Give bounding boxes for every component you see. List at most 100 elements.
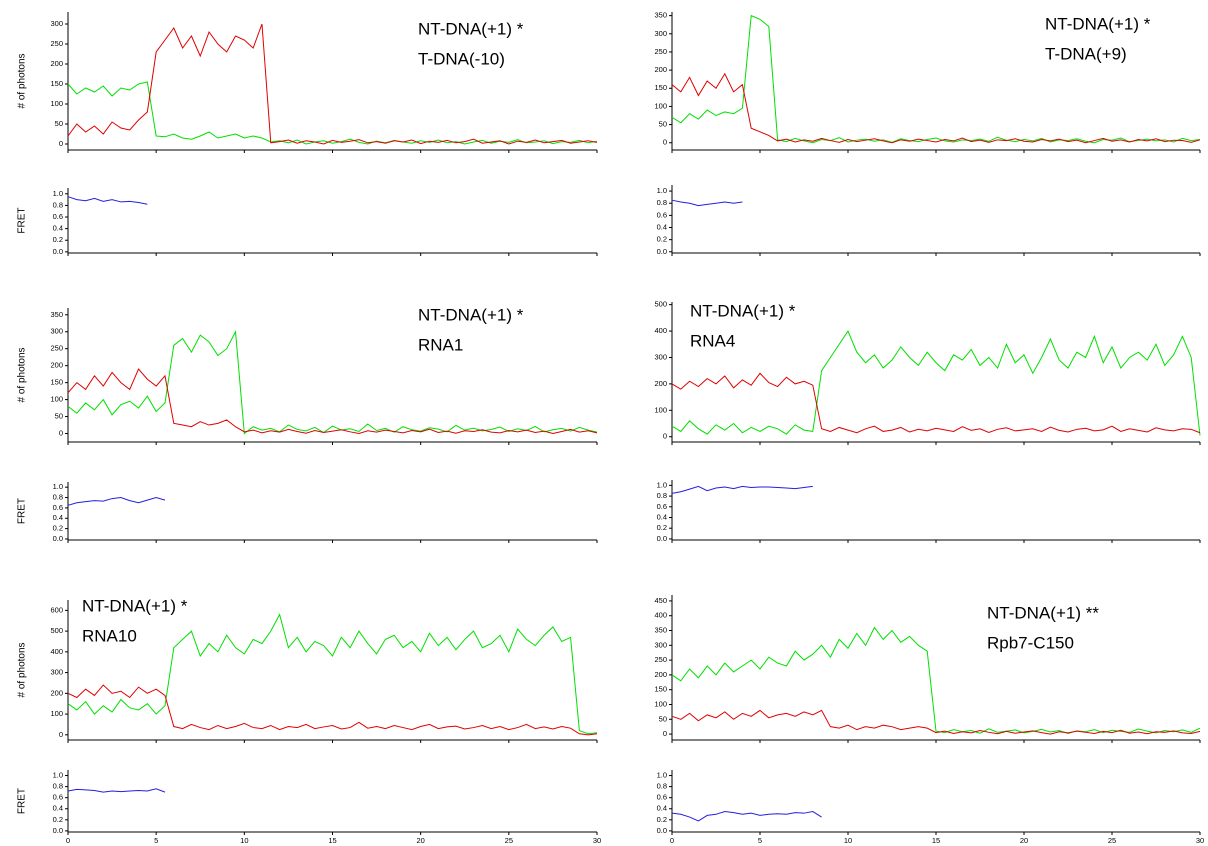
y-tick-label: 300 [654,29,667,38]
y-tick-label: 0.4 [657,222,667,231]
y-tick-label: 300 [50,19,63,28]
x-tick-label: 5 [758,836,762,845]
y-tick-label: 50 [55,412,63,421]
annotation: RNA10 [82,626,137,645]
y-tick-label: 0 [59,139,63,148]
y-tick-label: 500 [50,626,63,635]
x-tick-label: 0 [66,836,70,845]
y-tick-label: 300 [50,327,63,336]
trace [67,329,598,435]
y-tick-label: 0 [663,138,667,147]
y-tick-label: 0.8 [53,782,63,791]
y-tick-label: 150 [654,83,667,92]
y-tick-label: 350 [50,310,63,319]
y-tick-label: 300 [654,352,667,361]
x-tick-label: 30 [1196,836,1204,845]
y-tick-label: 1.0 [657,480,667,489]
y-axis-label: # of photons [17,642,28,697]
y-tick-label: 100 [654,699,667,708]
y-tick-label: 200 [50,59,63,68]
y-tick-label: 0.2 [53,815,63,824]
y-tick-label: 200 [654,670,667,679]
y-tick-label: 150 [50,79,63,88]
y-tick-label: 250 [50,39,63,48]
x-tick-label: 10 [844,836,852,845]
trace [67,196,148,205]
y-tick-label: 0.8 [657,491,667,500]
trace [67,81,598,145]
y-tick-label: 0.4 [657,512,667,521]
annotation: RNA1 [418,335,463,354]
trace [67,788,166,793]
y-tick-label: 200 [654,65,667,74]
trace [67,368,598,435]
y-tick-label: 0.2 [53,235,63,244]
y-axis-label: # of photons [17,347,28,402]
x-tick-label: 10 [240,836,248,845]
y-axis-label: # of photons [17,53,28,108]
x-tick-label: 30 [593,836,601,845]
y-tick-label: 300 [654,640,667,649]
y-tick-label: 0.4 [53,224,63,233]
y-tick-label: 600 [50,605,63,614]
y-tick-label: 350 [654,625,667,634]
y-tick-label: 0.0 [53,247,63,256]
trace [671,810,822,822]
y-tick-label: 300 [50,668,63,677]
y-tick-label: 0.0 [53,826,63,835]
annotation: T-DNA(+9) [1045,44,1127,63]
y-tick-label: 50 [55,119,63,128]
y-tick-label: 1.0 [53,189,63,198]
y-tick-label: 150 [50,378,63,387]
y-tick-label: 0 [663,432,667,441]
annotation: NT-DNA(+1) * [82,596,188,615]
trace [671,14,1201,144]
y-axis-label: FRET [17,788,28,814]
annotation: NT-DNA(+1) * [1045,14,1151,33]
y-tick-label: 400 [654,611,667,620]
y-tick-label: 0 [663,729,667,738]
y-tick-label: 250 [654,47,667,56]
y-tick-label: 450 [654,596,667,605]
y-tick-label: 0.4 [53,804,63,813]
y-tick-label: 50 [659,714,667,723]
annotation: NT-DNA(+1) ** [987,603,1099,622]
annotation: RNA4 [690,331,735,350]
x-tick-label: 20 [1020,836,1028,845]
y-tick-label: 400 [654,326,667,335]
y-tick-label: 0.0 [657,826,667,835]
annotation: NT-DNA(+1) * [690,301,796,320]
trace [67,497,166,506]
trace [67,23,598,145]
y-tick-label: 0.4 [53,513,63,522]
y-tick-label: 350 [654,11,667,20]
y-tick-label: 0.2 [53,524,63,533]
y-tick-label: 0.0 [657,247,667,256]
y-tick-label: 50 [659,120,667,129]
y-tick-label: 100 [50,99,63,108]
trace [671,372,1201,434]
y-tick-label: 0.6 [657,210,667,219]
x-tick-label: 25 [505,836,513,845]
annotation: T-DNA(-10) [418,49,505,68]
y-tick-label: 0.2 [657,523,667,532]
trace [671,485,813,494]
y-tick-label: 100 [50,395,63,404]
y-tick-label: 1.0 [53,771,63,780]
x-tick-label: 15 [328,836,336,845]
y-tick-label: 0.8 [53,200,63,209]
trace [67,613,598,735]
y-tick-label: 100 [654,101,667,110]
y-tick-label: 200 [654,379,667,388]
y-tick-label: 0.4 [657,804,667,813]
y-tick-label: 1.0 [657,186,667,195]
x-tick-label: 5 [154,836,158,845]
y-tick-label: 0.8 [53,493,63,502]
x-tick-label: 0 [670,836,674,845]
trace [67,684,598,736]
y-tick-label: 0.0 [53,534,63,543]
x-tick-label: 15 [932,836,940,845]
annotation: NT-DNA(+1) * [418,19,524,38]
trace [671,199,743,207]
